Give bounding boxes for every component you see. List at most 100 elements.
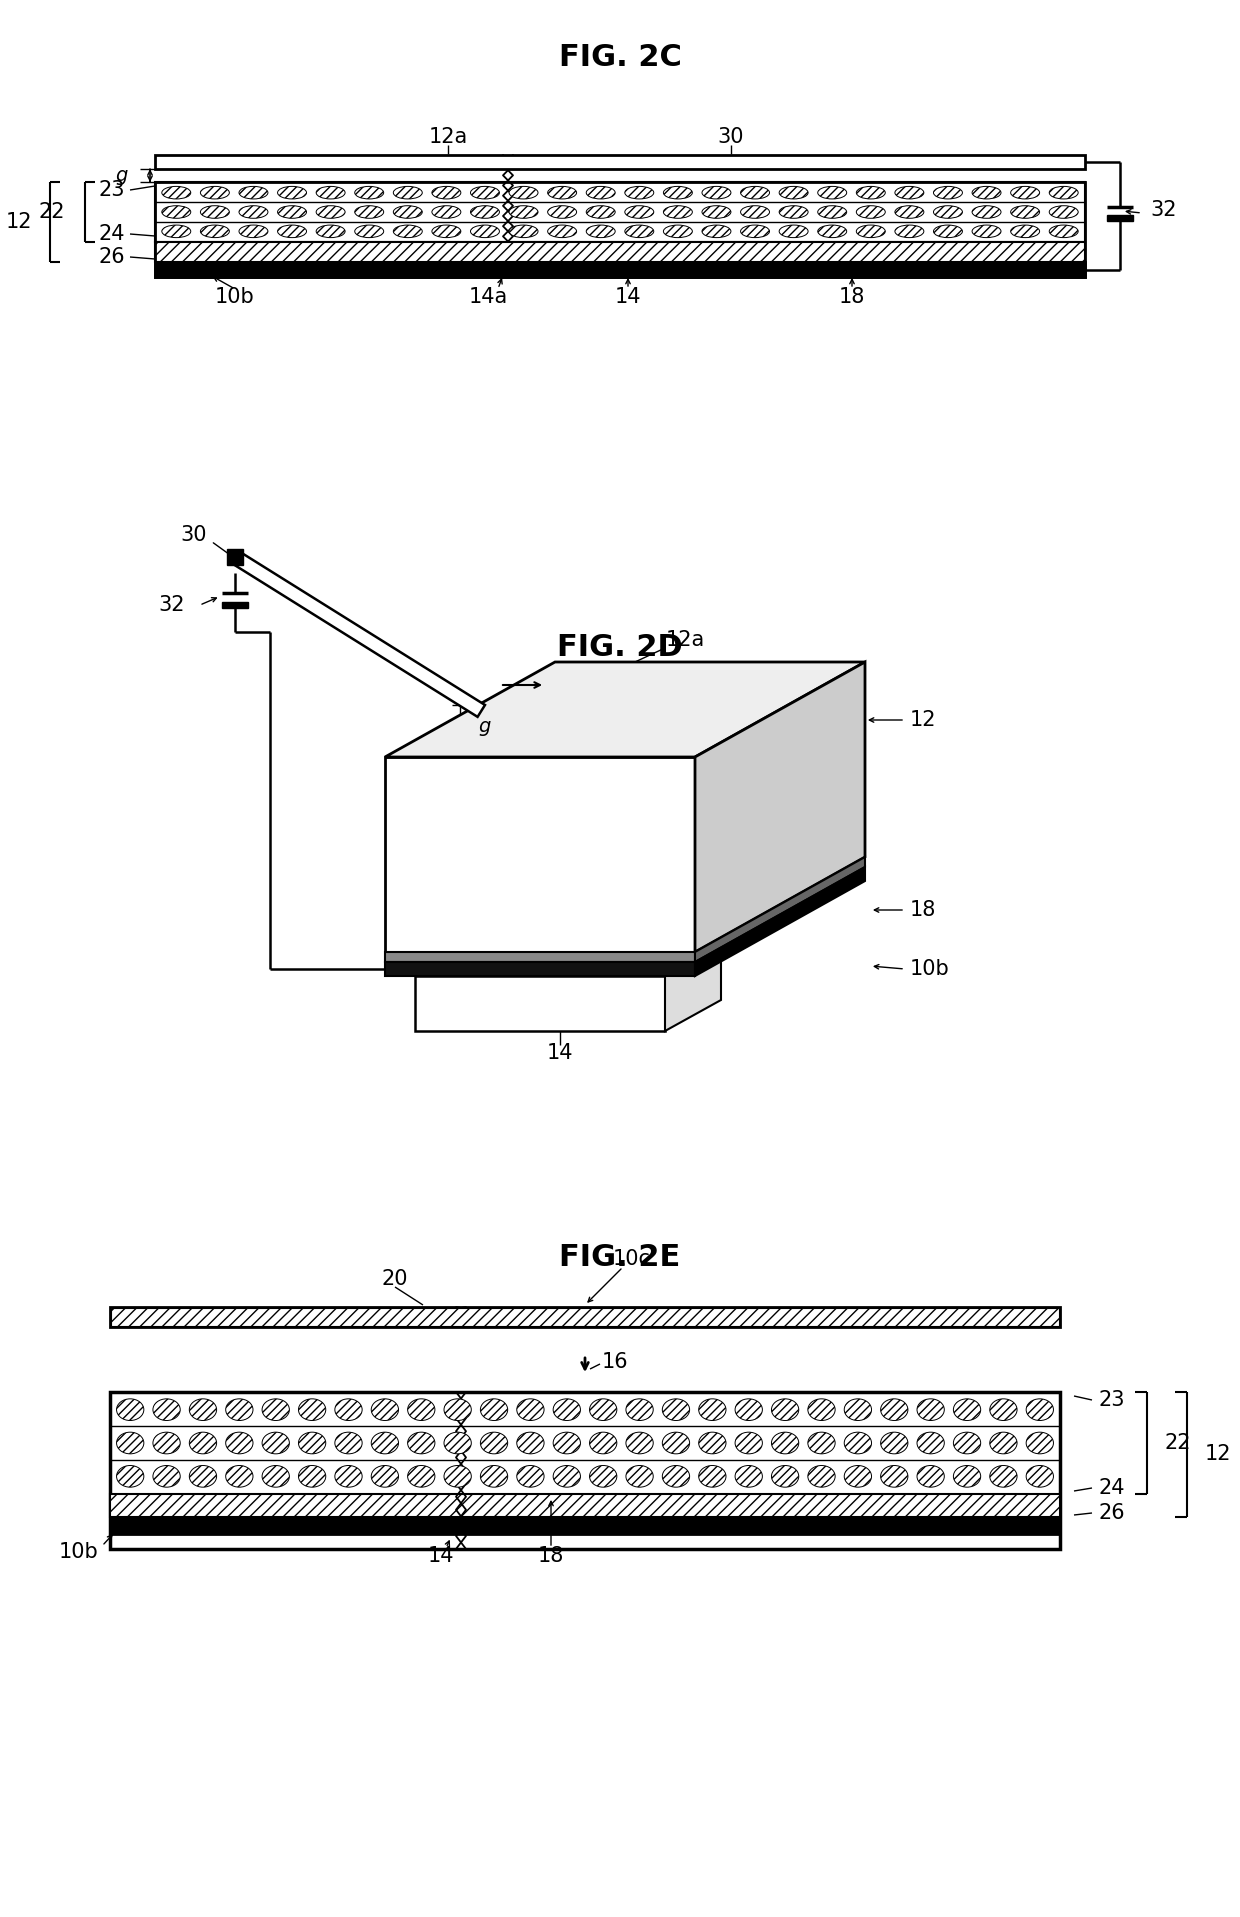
- Ellipse shape: [857, 205, 885, 219]
- Ellipse shape: [316, 186, 345, 199]
- Ellipse shape: [663, 186, 692, 199]
- Ellipse shape: [470, 186, 500, 199]
- Ellipse shape: [807, 1465, 836, 1488]
- Ellipse shape: [740, 224, 770, 238]
- Ellipse shape: [553, 1432, 580, 1453]
- Ellipse shape: [626, 1432, 653, 1453]
- Ellipse shape: [990, 1432, 1017, 1453]
- Ellipse shape: [470, 205, 500, 219]
- Ellipse shape: [393, 224, 423, 238]
- Ellipse shape: [817, 224, 847, 238]
- Ellipse shape: [1049, 186, 1078, 199]
- Ellipse shape: [299, 1399, 326, 1420]
- Ellipse shape: [771, 1432, 799, 1453]
- Ellipse shape: [740, 186, 770, 199]
- Ellipse shape: [934, 205, 962, 219]
- Text: 23: 23: [98, 180, 125, 199]
- Text: 32: 32: [1149, 199, 1177, 220]
- Ellipse shape: [299, 1432, 326, 1453]
- Ellipse shape: [393, 186, 423, 199]
- Ellipse shape: [153, 1465, 180, 1488]
- Ellipse shape: [698, 1432, 725, 1453]
- Ellipse shape: [662, 1399, 689, 1420]
- Ellipse shape: [408, 1432, 435, 1453]
- Ellipse shape: [880, 1465, 908, 1488]
- Ellipse shape: [587, 186, 615, 199]
- Ellipse shape: [895, 205, 924, 219]
- Ellipse shape: [548, 224, 577, 238]
- Polygon shape: [665, 945, 720, 1031]
- Ellipse shape: [625, 205, 653, 219]
- Ellipse shape: [517, 1399, 544, 1420]
- Bar: [155, 182, 1085, 242]
- Ellipse shape: [278, 224, 306, 238]
- Text: 26: 26: [98, 247, 125, 266]
- Ellipse shape: [517, 1465, 544, 1488]
- Bar: [1107, 215, 1133, 220]
- Text: 14a: 14a: [469, 288, 507, 307]
- Bar: [155, 263, 1085, 276]
- Ellipse shape: [408, 1399, 435, 1420]
- Ellipse shape: [201, 205, 229, 219]
- Ellipse shape: [470, 224, 500, 238]
- Ellipse shape: [626, 1465, 653, 1488]
- Ellipse shape: [548, 186, 577, 199]
- Ellipse shape: [589, 1399, 616, 1420]
- Ellipse shape: [117, 1432, 144, 1453]
- Ellipse shape: [626, 1399, 653, 1420]
- Text: 26: 26: [1097, 1503, 1125, 1522]
- Ellipse shape: [740, 205, 770, 219]
- Ellipse shape: [990, 1465, 1017, 1488]
- Text: 18: 18: [538, 1545, 564, 1566]
- Ellipse shape: [817, 205, 847, 219]
- Ellipse shape: [262, 1465, 289, 1488]
- Ellipse shape: [239, 205, 268, 219]
- Ellipse shape: [663, 224, 692, 238]
- Text: 18: 18: [910, 899, 936, 920]
- Ellipse shape: [857, 186, 885, 199]
- Text: 22: 22: [38, 201, 64, 222]
- Bar: [155, 242, 1085, 263]
- Bar: [222, 602, 248, 608]
- Ellipse shape: [548, 205, 577, 219]
- Bar: [415, 976, 665, 1031]
- Ellipse shape: [117, 1399, 144, 1420]
- Text: 12: 12: [1205, 1445, 1231, 1465]
- Polygon shape: [384, 661, 866, 757]
- Text: FIG. 2E: FIG. 2E: [559, 1242, 681, 1271]
- Ellipse shape: [408, 1465, 435, 1488]
- Ellipse shape: [934, 224, 962, 238]
- Ellipse shape: [895, 186, 924, 199]
- Text: 32: 32: [159, 596, 185, 615]
- Ellipse shape: [117, 1465, 144, 1488]
- Text: 24: 24: [98, 224, 125, 243]
- Ellipse shape: [480, 1432, 507, 1453]
- Text: g: g: [477, 717, 490, 736]
- Ellipse shape: [844, 1399, 872, 1420]
- Ellipse shape: [779, 186, 808, 199]
- Text: 23: 23: [1097, 1390, 1125, 1411]
- Ellipse shape: [553, 1465, 580, 1488]
- Ellipse shape: [393, 205, 423, 219]
- Text: 12: 12: [910, 709, 936, 730]
- Ellipse shape: [1049, 205, 1078, 219]
- Ellipse shape: [517, 1432, 544, 1453]
- Ellipse shape: [201, 186, 229, 199]
- Ellipse shape: [918, 1399, 945, 1420]
- Text: 30: 30: [718, 127, 744, 148]
- Bar: [112, 1307, 1059, 1327]
- Ellipse shape: [895, 224, 924, 238]
- Polygon shape: [694, 866, 866, 976]
- Text: 16: 16: [601, 1351, 629, 1373]
- Ellipse shape: [702, 205, 730, 219]
- Ellipse shape: [355, 186, 383, 199]
- Ellipse shape: [553, 1399, 580, 1420]
- Ellipse shape: [432, 186, 461, 199]
- Text: g: g: [115, 167, 128, 186]
- Text: 18: 18: [838, 288, 866, 307]
- Ellipse shape: [278, 205, 306, 219]
- Ellipse shape: [239, 224, 268, 238]
- Ellipse shape: [1011, 186, 1039, 199]
- Ellipse shape: [444, 1399, 471, 1420]
- Ellipse shape: [662, 1465, 689, 1488]
